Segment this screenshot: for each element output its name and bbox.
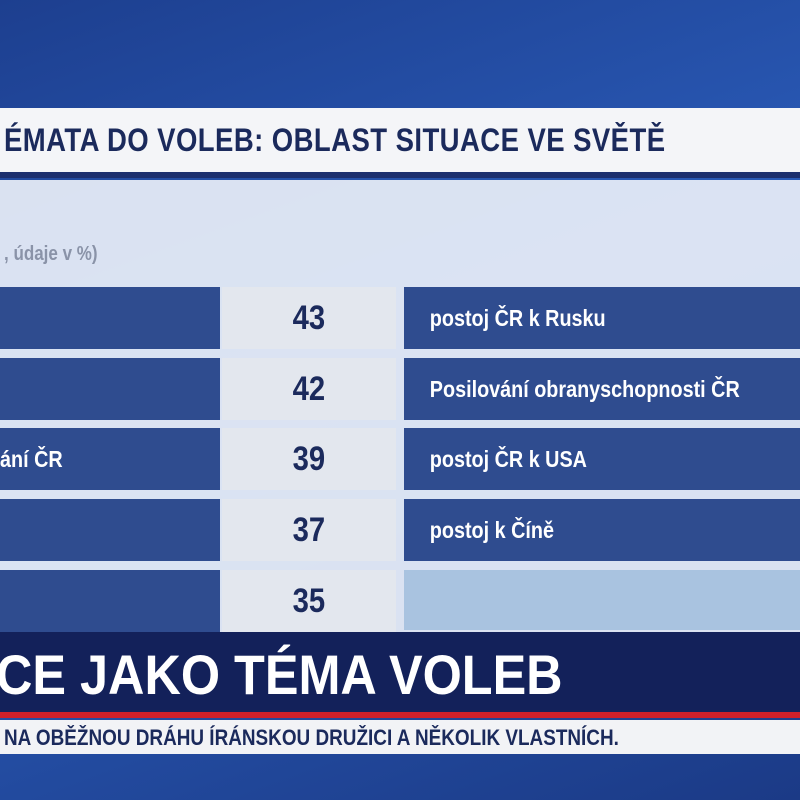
value-cell-text: 42 bbox=[292, 369, 326, 408]
value-cell-text: 43 bbox=[292, 298, 326, 337]
value-cell-text: 37 bbox=[292, 510, 326, 549]
ticker: NA OBĚŽNOU DRÁHU ÍRÁNSKOU DRUŽICI A NĚKO… bbox=[4, 725, 619, 750]
value-cell-text: 35 bbox=[292, 581, 326, 620]
subtitle: , údaje v %) bbox=[4, 243, 98, 265]
left-cell bbox=[0, 570, 220, 632]
ticker-bar: NA OBĚŽNOU DRÁHU ÍRÁNSKOU DRUŽICI A NĚKO… bbox=[0, 720, 800, 754]
right-cell bbox=[404, 570, 800, 630]
right-cell-text: postoj ČR k Rusku bbox=[429, 304, 606, 331]
value-cell: 37 bbox=[222, 499, 396, 561]
value-cell: 39 bbox=[222, 428, 396, 490]
headline-bar: CE JAKO TÉMA VOLEB bbox=[0, 632, 800, 718]
left-cell bbox=[0, 358, 220, 420]
right-cell: Posilování obranyschopnosti ČR bbox=[404, 358, 800, 420]
value-cell-text: 39 bbox=[292, 439, 326, 478]
right-cell: postoj k Číně bbox=[404, 499, 800, 561]
right-cell: postoj ČR k USA bbox=[404, 428, 800, 490]
left-cell bbox=[0, 499, 220, 561]
right-cell-text: postoj ČR k USA bbox=[429, 445, 587, 472]
right-cell: postoj ČR k Rusku bbox=[404, 287, 800, 349]
value-cell: 42 bbox=[222, 358, 396, 420]
value-cell: 43 bbox=[222, 287, 396, 349]
right-cell-text: Posilování obranyschopnosti ČR bbox=[429, 375, 740, 402]
left-cell-text: ání ČR bbox=[0, 445, 63, 472]
left-cell bbox=[0, 287, 220, 349]
title: ÉMATA DO VOLEB: OBLAST SITUACE VE SVĚTĚ bbox=[4, 122, 666, 158]
right-cell-text: postoj k Číně bbox=[429, 516, 554, 543]
headline: CE JAKO TÉMA VOLEB bbox=[0, 643, 563, 706]
left-cell: ání ČR bbox=[0, 428, 220, 490]
title-bar: ÉMATA DO VOLEB: OBLAST SITUACE VE SVĚTĚ bbox=[0, 108, 800, 178]
value-cell: 35 bbox=[222, 570, 396, 632]
